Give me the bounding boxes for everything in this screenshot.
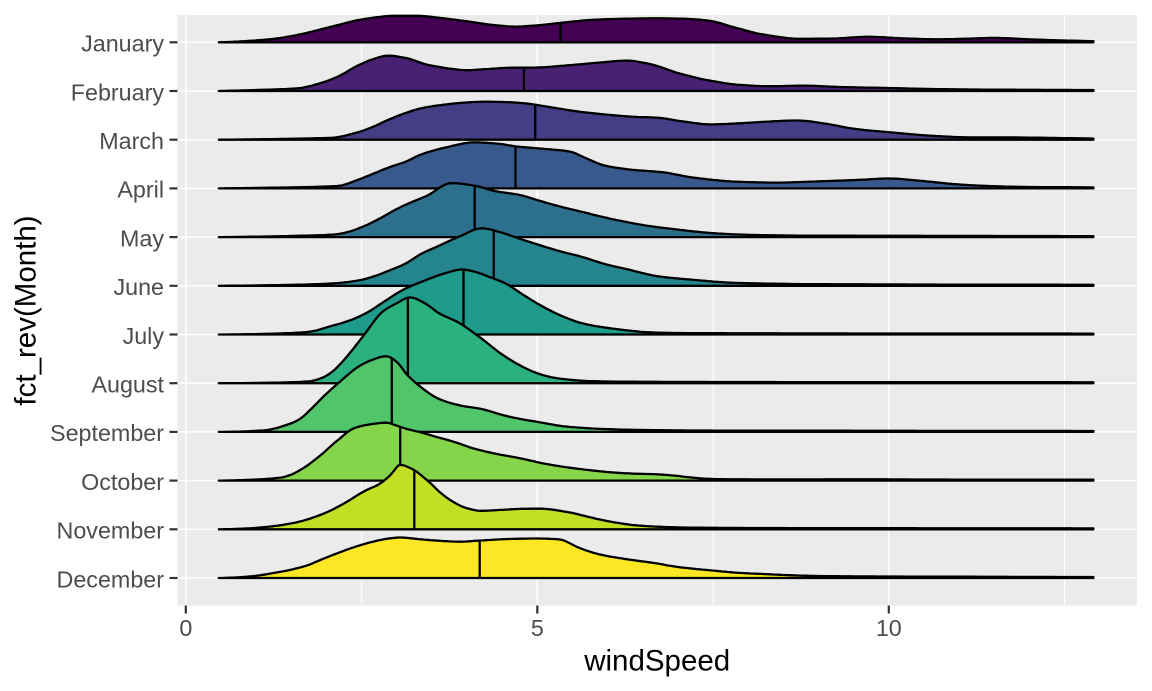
svg-text:June: June <box>113 274 164 300</box>
svg-text:windSpeed: windSpeed <box>583 645 730 678</box>
svg-text:fct_rev(Month): fct_rev(Month) <box>10 215 43 405</box>
svg-text:March: March <box>99 128 164 154</box>
svg-text:5: 5 <box>531 615 544 641</box>
svg-text:November: November <box>57 518 165 544</box>
svg-text:0: 0 <box>179 615 192 641</box>
svg-text:May: May <box>120 225 164 251</box>
svg-text:August: August <box>91 372 164 398</box>
svg-text:July: July <box>123 323 165 349</box>
svg-text:December: December <box>57 566 165 592</box>
svg-text:September: September <box>50 420 164 446</box>
svg-text:10: 10 <box>876 615 902 641</box>
svg-text:February: February <box>71 79 165 105</box>
svg-text:January: January <box>81 31 164 57</box>
svg-text:April: April <box>117 177 164 203</box>
svg-text:October: October <box>81 469 164 495</box>
